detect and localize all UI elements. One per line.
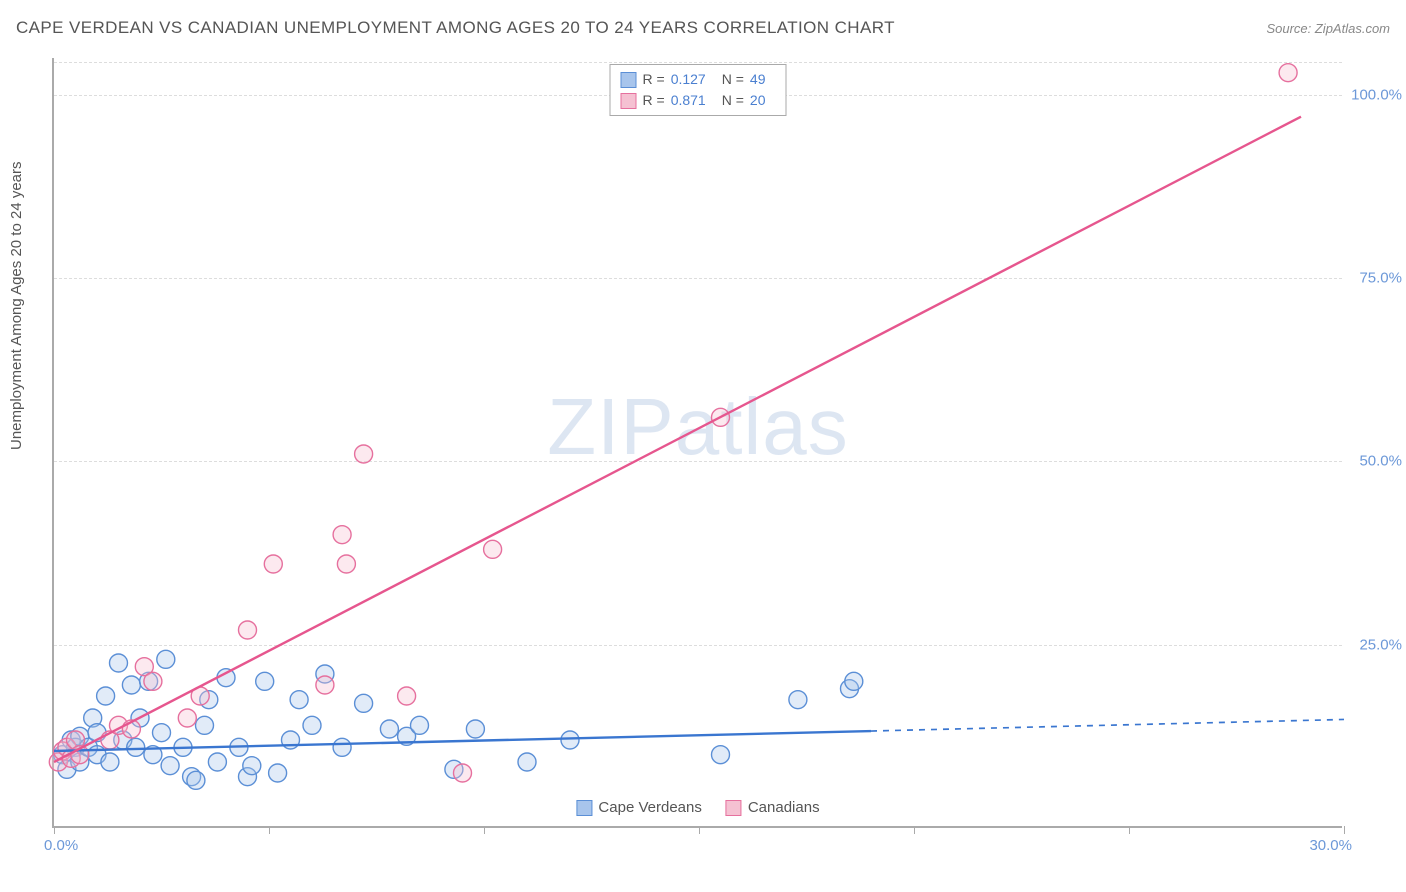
title-bar: CAPE VERDEAN VS CANADIAN UNEMPLOYMENT AM… <box>16 18 1390 38</box>
legend-item-2: Canadians <box>726 799 820 816</box>
y-axis-label: Unemployment Among Ages 20 to 24 years <box>8 161 25 450</box>
legend-swatch-2 <box>726 800 742 816</box>
chart-svg <box>54 58 1342 826</box>
correlation-legend-row-2: R = 0.871 N = 20 <box>621 90 776 111</box>
n-value-1: 49 <box>750 69 766 90</box>
legend-swatch-1 <box>576 800 592 816</box>
r-label: R = <box>643 69 665 90</box>
legend-swatch-series-1 <box>621 72 637 88</box>
n-label: N = <box>722 90 744 111</box>
correlation-legend-row-1: R = 0.127 N = 49 <box>621 69 776 90</box>
r-value-2: 0.871 <box>671 90 706 111</box>
legend-item-1: Cape Verdeans <box>576 799 701 816</box>
x-axis-end-label: 30.0% <box>1309 837 1352 854</box>
plot-area: ZIPatlas 25.0%50.0%75.0%100.0% 0.0% 30.0… <box>52 58 1342 828</box>
correlation-legend: R = 0.127 N = 49 R = 0.871 N = 20 <box>610 64 787 116</box>
legend-label-2: Canadians <box>748 799 820 816</box>
r-label: R = <box>643 90 665 111</box>
series-legend: Cape Verdeans Canadians <box>576 799 819 816</box>
n-value-2: 20 <box>750 90 766 111</box>
x-axis-start-label: 0.0% <box>44 837 78 854</box>
legend-label-1: Cape Verdeans <box>598 799 701 816</box>
n-label: N = <box>722 69 744 90</box>
chart-title: CAPE VERDEAN VS CANADIAN UNEMPLOYMENT AM… <box>16 18 895 38</box>
legend-swatch-series-2 <box>621 93 637 109</box>
r-value-1: 0.127 <box>671 69 706 90</box>
source-attribution: Source: ZipAtlas.com <box>1266 21 1390 36</box>
